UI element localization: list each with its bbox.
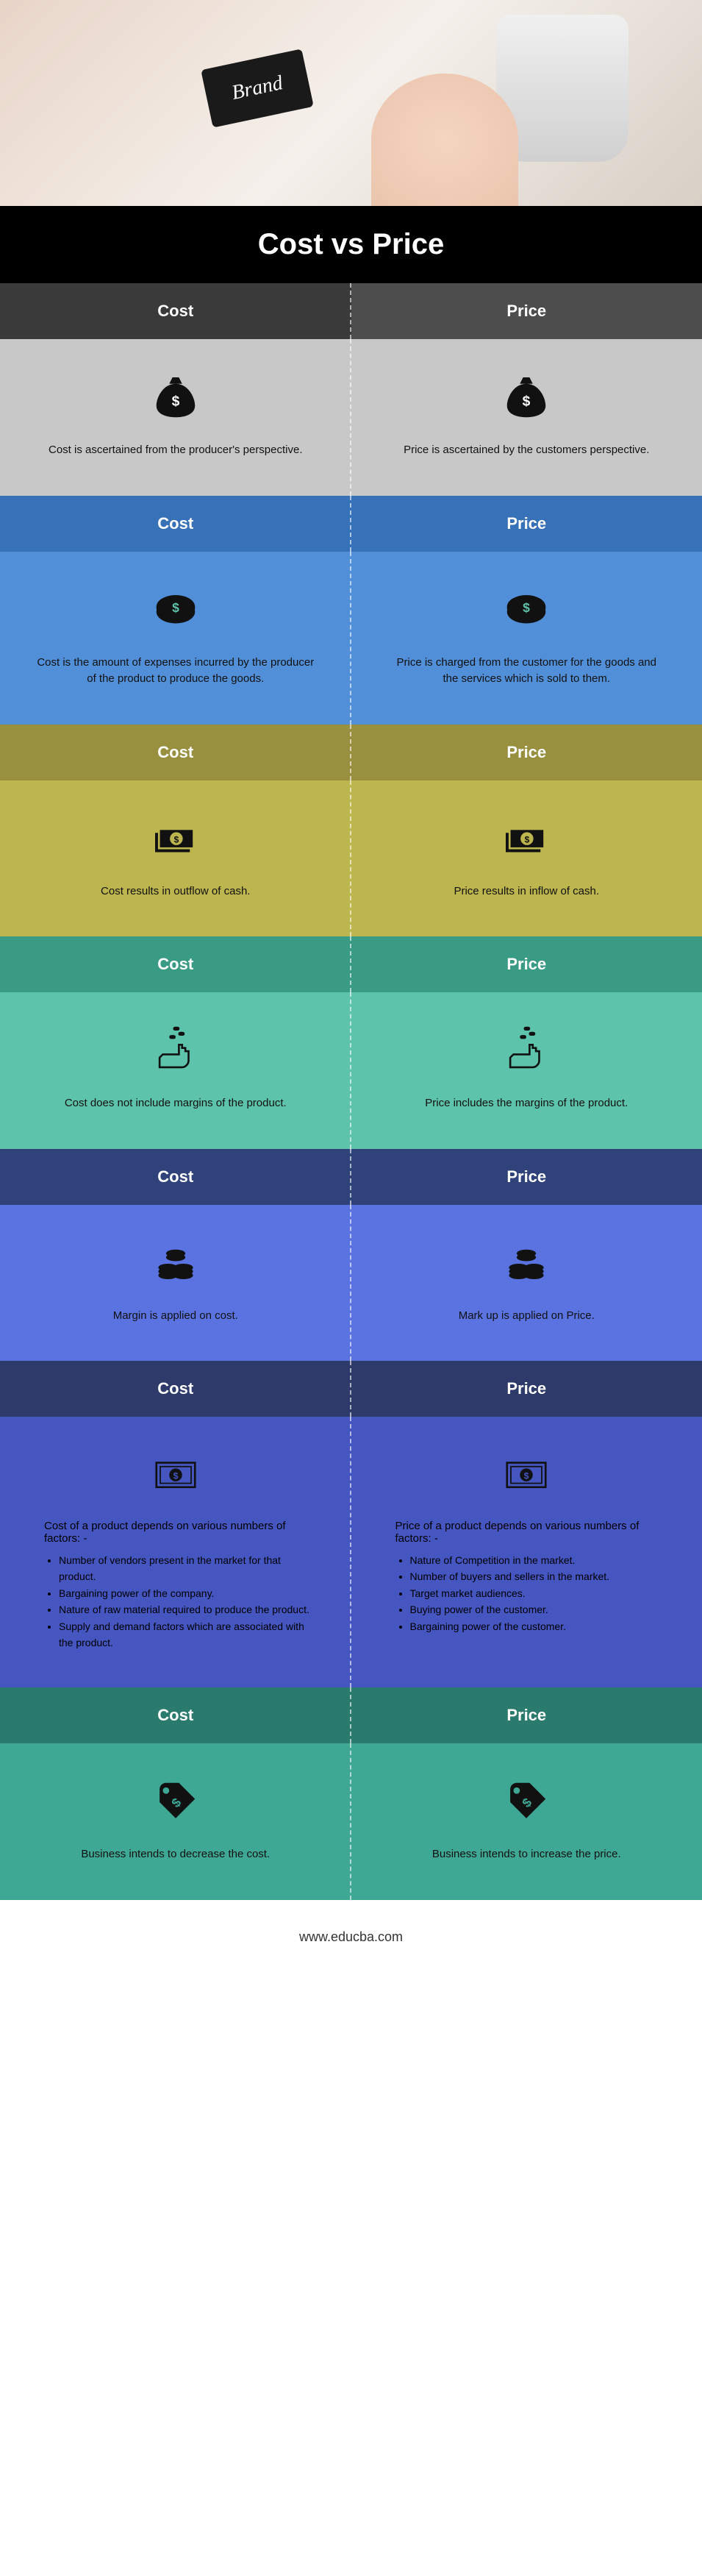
price-header: Price bbox=[351, 496, 702, 552]
price-desc: Price includes the margins of the produc… bbox=[373, 1095, 681, 1112]
cost-header: Cost bbox=[0, 725, 351, 780]
price-list-item: Number of buyers and sellers in the mark… bbox=[410, 1568, 666, 1584]
svg-text:$: $ bbox=[171, 394, 179, 410]
moneybag-icon: $ bbox=[22, 369, 329, 427]
cost-desc: Margin is applied on cost. bbox=[22, 1308, 329, 1325]
cost-cell: Margin is applied on cost. bbox=[0, 1205, 351, 1362]
section-content: Margin is applied on cost. Mark up is app… bbox=[0, 1205, 702, 1362]
price-list-item: Nature of Competition in the market. bbox=[410, 1552, 666, 1568]
svg-text:$: $ bbox=[523, 599, 530, 614]
cost-cell: $ Cost results in outflow of cash. bbox=[0, 780, 351, 937]
section-header: CostPrice bbox=[0, 496, 702, 552]
cost-cell: $ Cost is the amount of expenses incurred… bbox=[0, 552, 351, 725]
page-title: Cost vs Price bbox=[0, 206, 702, 283]
pricetag-icon: $ bbox=[22, 1773, 329, 1832]
coin-icon: $ bbox=[22, 581, 329, 640]
cash-icon: $ bbox=[22, 810, 329, 869]
price-list-title: Price of a product depends on various nu… bbox=[373, 1520, 681, 1552]
cost-header: Cost bbox=[0, 283, 351, 339]
coin-icon: $ bbox=[373, 581, 681, 640]
cost-header: Cost bbox=[0, 1361, 351, 1417]
cost-list-item: Bargaining power of the company. bbox=[59, 1585, 315, 1601]
price-list: Nature of Competition in the market.Numb… bbox=[373, 1552, 681, 1634]
brand-tag: Brand bbox=[201, 49, 314, 127]
price-desc: Mark up is applied on Price. bbox=[373, 1308, 681, 1325]
price-list-item: Bargaining power of the customer. bbox=[410, 1618, 666, 1634]
price-cell: Price includes the margins of the produc… bbox=[351, 992, 702, 1149]
price-list-item: Buying power of the customer. bbox=[410, 1601, 666, 1618]
cost-desc: Cost results in outflow of cash. bbox=[22, 883, 329, 900]
bill-icon: $ bbox=[373, 1446, 681, 1505]
cost-cell: $ Cost of a product depends on various nu… bbox=[0, 1417, 351, 1687]
price-cell: $ Price is charged from the customer for … bbox=[351, 552, 702, 725]
cost-header: Cost bbox=[0, 936, 351, 992]
cost-list-item: Nature of raw material required to produ… bbox=[59, 1601, 315, 1618]
price-header: Price bbox=[351, 1687, 702, 1743]
section-header: CostPrice bbox=[0, 936, 702, 992]
price-header: Price bbox=[351, 725, 702, 780]
cost-header: Cost bbox=[0, 1149, 351, 1205]
price-desc: Business intends to increase the price. bbox=[373, 1846, 681, 1863]
section-header: CostPrice bbox=[0, 1687, 702, 1743]
cost-list-item: Supply and demand factors which are asso… bbox=[59, 1618, 315, 1651]
price-header: Price bbox=[351, 283, 702, 339]
section-content: $ Cost results in outflow of cash. $ Price … bbox=[0, 780, 702, 937]
section-content: $ Cost of a product depends on various nu… bbox=[0, 1417, 702, 1687]
footer-url: www.educba.com bbox=[0, 1900, 702, 1974]
hand-icon bbox=[22, 1022, 329, 1081]
section-content: $ Cost is the amount of expenses incurred… bbox=[0, 552, 702, 725]
price-header: Price bbox=[351, 1149, 702, 1205]
svg-text:$: $ bbox=[524, 1470, 529, 1481]
cost-cell: $ Cost is ascertained from the producer's… bbox=[0, 339, 351, 496]
section-header: CostPrice bbox=[0, 1149, 702, 1205]
svg-text:$: $ bbox=[172, 599, 179, 614]
cost-header: Cost bbox=[0, 496, 351, 552]
price-cell: Mark up is applied on Price. bbox=[351, 1205, 702, 1362]
cost-cell: Cost does not include margins of the pro… bbox=[0, 992, 351, 1149]
cost-desc: Cost is ascertained from the producer's … bbox=[22, 442, 329, 459]
brand-text: Brand bbox=[229, 71, 284, 105]
pricetag-icon: $ bbox=[373, 1773, 681, 1832]
cost-desc: Cost does not include margins of the pro… bbox=[22, 1095, 329, 1112]
bill-icon: $ bbox=[22, 1446, 329, 1505]
price-cell: $ Price results in inflow of cash. bbox=[351, 780, 702, 937]
price-cell: $ Price of a product depends on various n… bbox=[351, 1417, 702, 1687]
stack-icon bbox=[373, 1234, 681, 1293]
cost-desc: Business intends to decrease the cost. bbox=[22, 1846, 329, 1863]
stack-icon bbox=[22, 1234, 329, 1293]
price-header: Price bbox=[351, 1361, 702, 1417]
hand-icon bbox=[373, 1022, 681, 1081]
moneybag-icon: $ bbox=[373, 369, 681, 427]
price-desc: Price is ascertained by the customers pe… bbox=[373, 442, 681, 459]
cost-list-title: Cost of a product depends on various num… bbox=[22, 1520, 329, 1552]
cost-header: Cost bbox=[0, 1687, 351, 1743]
section-header: CostPrice bbox=[0, 1361, 702, 1417]
hand-shape bbox=[371, 74, 518, 206]
section-header: CostPrice bbox=[0, 725, 702, 780]
section-header: CostPrice bbox=[0, 283, 702, 339]
cost-list-item: Number of vendors present in the market … bbox=[59, 1552, 315, 1585]
price-desc: Price results in inflow of cash. bbox=[373, 883, 681, 900]
price-header: Price bbox=[351, 936, 702, 992]
cost-list: Number of vendors present in the market … bbox=[22, 1552, 329, 1651]
hero-image: Brand bbox=[0, 0, 702, 206]
svg-text:$: $ bbox=[173, 1470, 178, 1481]
cash-icon: $ bbox=[373, 810, 681, 869]
svg-text:$: $ bbox=[173, 834, 179, 844]
price-cell: $ Business intends to increase the price. bbox=[351, 1743, 702, 1900]
section-content: Cost does not include margins of the pro… bbox=[0, 992, 702, 1149]
cost-cell: $ Business intends to decrease the cost. bbox=[0, 1743, 351, 1900]
price-desc: Price is charged from the customer for t… bbox=[373, 655, 681, 688]
section-content: $Business intends to decrease the cost.$… bbox=[0, 1743, 702, 1900]
price-list-item: Target market audiences. bbox=[410, 1585, 666, 1601]
cost-desc: Cost is the amount of expenses incurred … bbox=[22, 655, 329, 688]
price-cell: $ Price is ascertained by the customers p… bbox=[351, 339, 702, 496]
svg-text:$: $ bbox=[523, 394, 531, 410]
svg-text:$: $ bbox=[525, 834, 530, 844]
section-content: $ Cost is ascertained from the producer's… bbox=[0, 339, 702, 496]
